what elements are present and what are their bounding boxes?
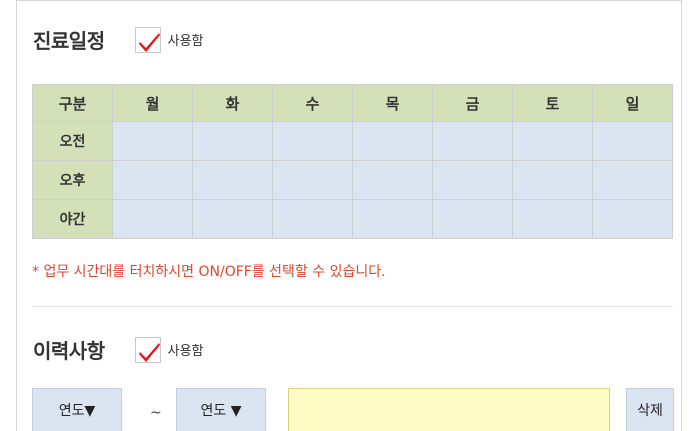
slot-night-sun[interactable] — [592, 199, 673, 239]
schedule-header-row: 구분 월 화 수 목 금 토 일 — [32, 84, 673, 122]
section-divider — [32, 306, 673, 307]
schedule-row-night: 야간 — [32, 199, 673, 239]
slot-morning-tue[interactable] — [192, 121, 273, 161]
slot-afternoon-fri[interactable] — [432, 160, 513, 200]
history-use-checkbox[interactable] — [134, 336, 161, 363]
header-sat: 토 — [512, 84, 593, 122]
slot-night-thu[interactable] — [352, 199, 433, 239]
header-wed: 수 — [272, 84, 353, 122]
slot-afternoon-sun[interactable] — [592, 160, 673, 200]
slot-morning-thu[interactable] — [352, 121, 433, 161]
slot-night-tue[interactable] — [192, 199, 273, 239]
slot-morning-fri[interactable] — [432, 121, 513, 161]
history-input-row: 연도▼ ~ 연도 ▼ 삭제 — [32, 373, 674, 431]
slot-afternoon-thu[interactable] — [352, 160, 433, 200]
range-separator: ~ — [150, 405, 162, 421]
header-tue: 화 — [192, 84, 273, 122]
slot-night-fri[interactable] — [432, 199, 513, 239]
slot-morning-sat[interactable] — [512, 121, 593, 161]
schedule-title: 진료일정 — [33, 29, 105, 53]
schedule-table: 구분 월 화 수 목 금 토 일 오전 오후 — [32, 84, 673, 239]
schedule-use-label: 사용함 — [167, 34, 204, 49]
slot-night-wed[interactable] — [272, 199, 353, 239]
row-label-night: 야간 — [32, 199, 113, 239]
schedule-use-checkbox[interactable] — [134, 26, 161, 53]
header-sun: 일 — [592, 84, 673, 122]
header-fri: 금 — [432, 84, 513, 122]
history-use-label: 사용함 — [167, 344, 204, 359]
header-mon: 월 — [112, 84, 193, 122]
row-label-morning: 오전 — [32, 121, 113, 161]
slot-afternoon-mon[interactable] — [112, 160, 193, 200]
delete-button[interactable]: 삭제 — [626, 388, 674, 431]
slot-afternoon-wed[interactable] — [272, 160, 353, 200]
schedule-note: * 업무 시간대를 터치하시면 ON/OFF를 선택할 수 있습니다. — [32, 264, 386, 280]
schedule-row-morning: 오전 — [32, 121, 673, 161]
slot-afternoon-sat[interactable] — [512, 160, 593, 200]
slot-night-mon[interactable] — [112, 199, 193, 239]
slot-morning-wed[interactable] — [272, 121, 353, 161]
slot-morning-mon[interactable] — [112, 121, 193, 161]
row-label-afternoon: 오후 — [32, 160, 113, 200]
schedule-header: 진료일정 사용함 — [33, 25, 204, 54]
history-header: 이력사항 사용함 — [33, 335, 204, 364]
slot-night-sat[interactable] — [512, 199, 593, 239]
slot-afternoon-tue[interactable] — [192, 160, 273, 200]
from-year-select[interactable]: 연도▼ — [32, 388, 122, 431]
settings-panel: 진료일정 사용함 구분 월 화 수 목 금 토 일 오전 — [16, 0, 682, 431]
check-mark-icon — [138, 32, 160, 52]
header-thu: 목 — [352, 84, 433, 122]
header-category: 구분 — [32, 84, 113, 122]
history-text-input[interactable] — [288, 388, 610, 431]
check-mark-icon — [138, 342, 160, 362]
slot-morning-sun[interactable] — [592, 121, 673, 161]
history-title: 이력사항 — [33, 339, 105, 363]
to-year-select[interactable]: 연도 ▼ — [176, 388, 266, 431]
schedule-row-afternoon: 오후 — [32, 160, 673, 200]
